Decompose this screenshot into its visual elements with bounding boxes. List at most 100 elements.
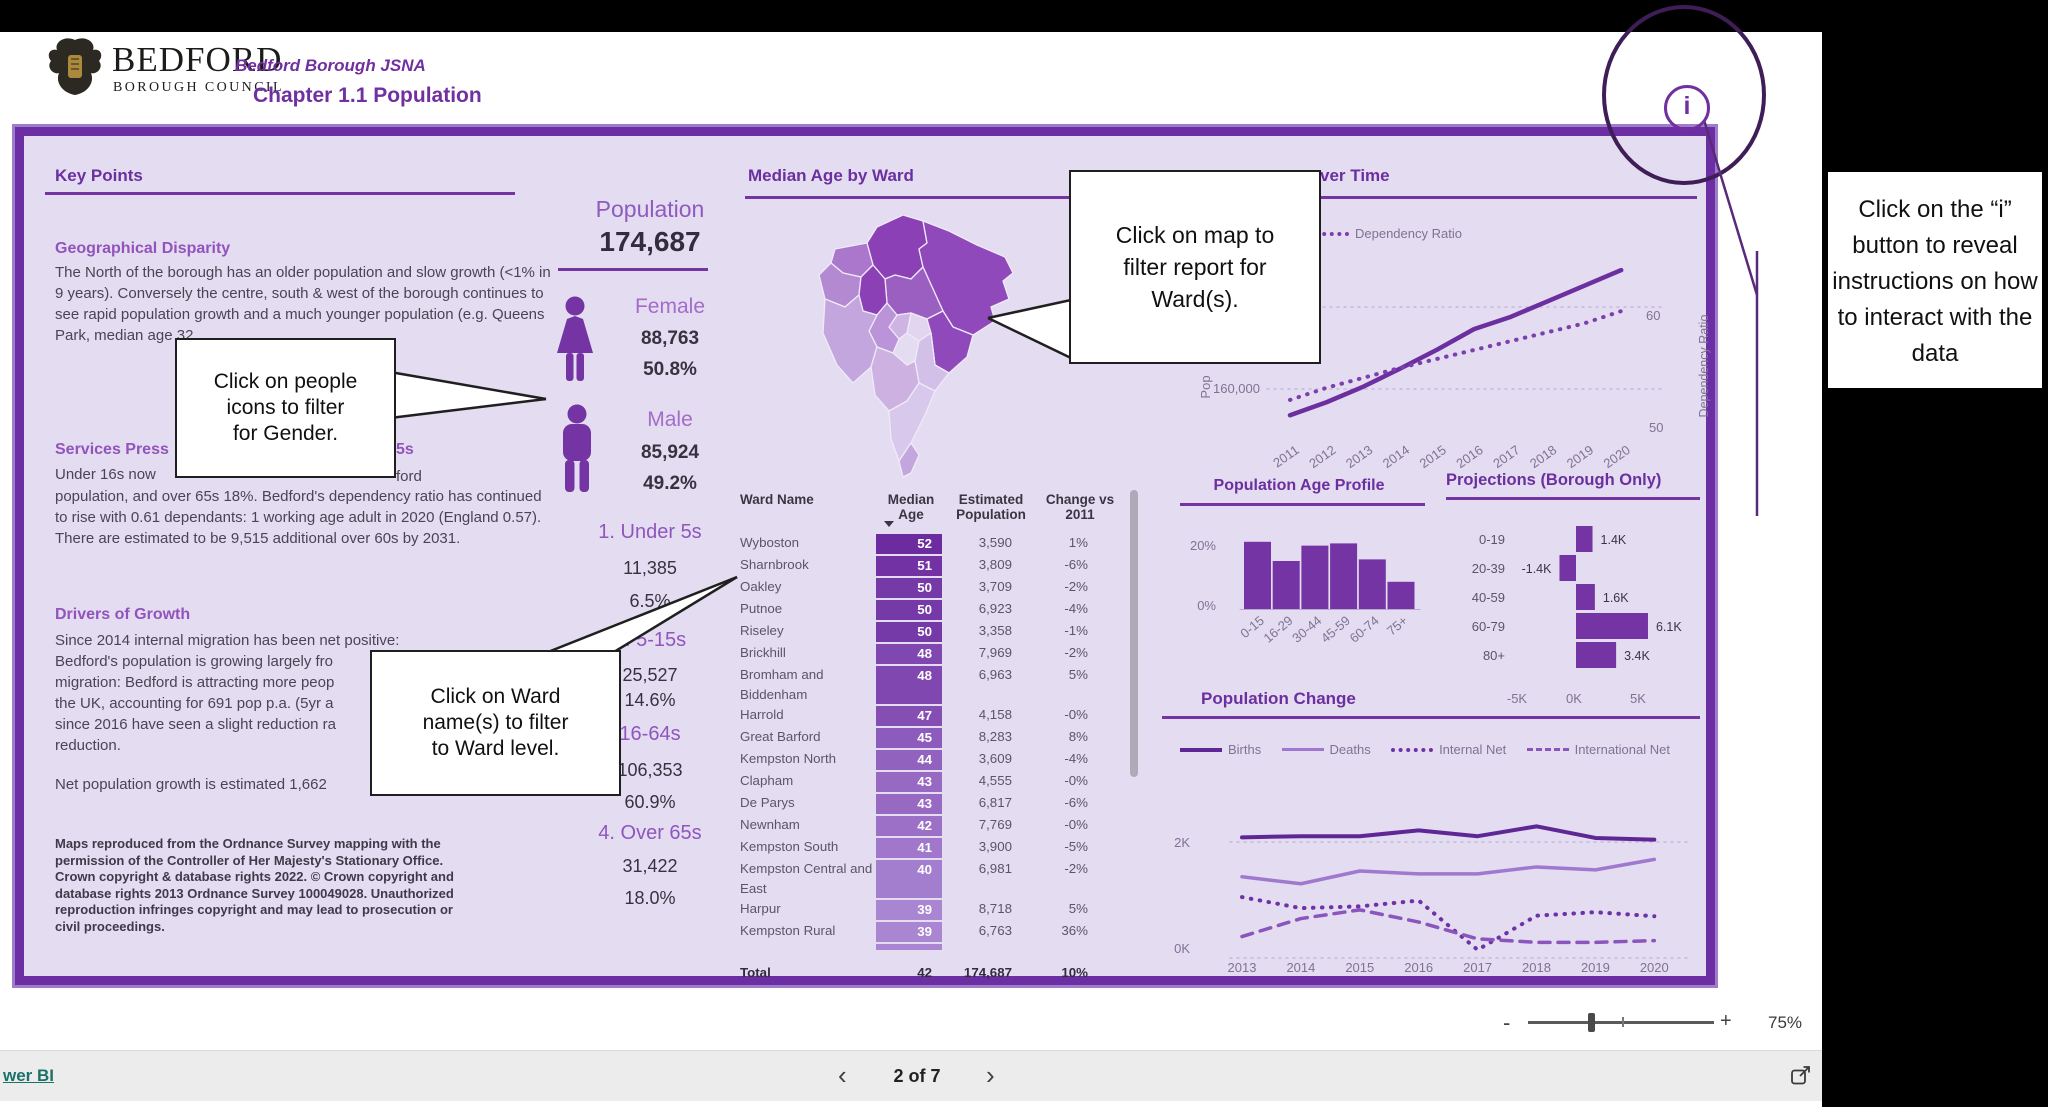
table-row-clipped [738,943,1110,963]
age-group-label[interactable]: 4. Over 65s [598,822,702,844]
deaths-legend[interactable]: Deaths [1281,742,1371,757]
table-row[interactable]: Newnham 42 7,769 -0% [738,815,1110,837]
logo-wordmark: BEDFORD [112,40,283,79]
zoom-in-button[interactable]: + [1720,1010,1732,1032]
copyright-note: Maps reproduced from the Ordnance Survey… [55,836,454,934]
population-cell: 4,555 [978,773,1012,788]
change-cell: 36% [1061,923,1088,938]
pop-change-title: Population Change [1201,689,1356,708]
ward-name-cell[interactable]: Sharnbrook [740,557,809,572]
info-button[interactable]: i [1664,85,1710,131]
table-row[interactable]: Riseley 50 3,358 -1% [738,621,1110,643]
drivers-line: migration: Bedford is attracting more pe… [55,674,335,691]
table-row[interactable]: Kempston Central and East 40 6,981 -2% [738,859,1110,899]
male-icon[interactable] [556,404,598,503]
table-row[interactable]: Wyboston 52 3,590 1% [738,533,1110,555]
table-row[interactable]: Kempston Rural 39 6,763 36% [738,921,1110,943]
age-group-pct: 18.0% [624,888,676,908]
ward-name-cell[interactable]: Brickhill [740,645,786,660]
internal-net-legend[interactable]: Internal Net [1391,742,1506,757]
age-group-label[interactable]: 2. 5-15s [613,629,687,651]
callout-line: name(s) to filter [422,711,569,734]
table-row[interactable]: Kempston North 44 3,609 -4% [738,749,1110,771]
ward-name-cell[interactable]: Riseley [740,623,784,638]
ward-name-cell[interactable]: Clapham [740,773,794,788]
pop-change-ytick-0k: 0K [1174,941,1190,956]
share-icon[interactable] [1788,1062,1814,1093]
ward-choropleth-map[interactable] [815,214,1015,485]
key-points-title: Key Points [55,166,143,185]
dependency-ratio-legend[interactable]: Dependency Ratio [1307,226,1462,241]
zoom-slider-handle[interactable] [1588,1013,1595,1032]
ward-name-cell[interactable]: Bromham and Biddenham [740,667,824,702]
table-scrollbar[interactable] [1130,490,1138,777]
change-cell: 5% [1068,901,1088,916]
median-age-cell: 51 [876,556,942,576]
legend-label: Deaths [1329,742,1371,757]
change-cell: -4% [1064,601,1088,616]
callout-line: Click on Ward [430,685,561,708]
ward-name-cell[interactable]: Kempston North [740,751,837,766]
age-group-label[interactable]: 16-64s [619,723,681,745]
drivers-line: since 2016 have seen a slight reduction … [55,716,337,733]
y-tick-160000: 160,000 [1213,381,1260,396]
change-cell: -4% [1064,751,1088,766]
table-row[interactable]: Putnoe 50 6,923 -4% [738,599,1110,621]
ward-name-cell[interactable]: Kempston Central and East [740,861,873,896]
table-row[interactable]: Harpur 39 8,718 5% [738,899,1110,921]
drivers-line: the UK, accounting for 691 pop p.a. (5yr… [55,695,334,712]
ward-name-cell[interactable]: Harrold [740,707,784,722]
col-header-change[interactable]: Change vs 2011 [1045,492,1115,522]
median-age-cell: 41 [876,838,942,858]
right-tick-50: 50 [1649,420,1664,435]
female-label: Female [634,295,706,318]
prev-page-button[interactable]: ‹ [838,1060,847,1090]
ward-name-cell[interactable]: Kempston Rural [740,923,836,938]
ward-name-cell[interactable]: Great Barford [740,729,821,744]
international-net-legend[interactable]: International Net [1526,742,1670,757]
table-row[interactable]: Bromham and Biddenham 48 6,963 5% [738,665,1110,705]
col-header-est-population[interactable]: Estimated Population [956,492,1026,522]
female-icon[interactable] [552,296,598,393]
services-heading: Services Press [55,441,169,458]
ward-name-cell[interactable]: Kempston South [740,839,839,854]
median-age-cell: 50 [876,600,942,620]
ward-name-cell[interactable]: Harpur [740,901,781,916]
median-age-cell: 42 [876,816,942,836]
legend-label: International Net [1574,742,1670,757]
change-cell: -6% [1064,557,1088,572]
table-row[interactable]: Kempston South 41 3,900 -5% [738,837,1110,859]
table-row[interactable]: Brickhill 48 7,969 -2% [738,643,1110,665]
ward-name-cell[interactable]: De Parys [740,795,795,810]
table-row[interactable]: Great Barford 45 8,283 8% [738,727,1110,749]
ward-name-cell[interactable]: Oakley [740,579,782,594]
zoom-slider-track[interactable] [1528,1021,1714,1024]
ward-name-cell[interactable]: Newnham [740,817,800,832]
next-page-button[interactable]: › [986,1060,995,1090]
table-row[interactable]: Clapham 43 4,555 -0% [738,771,1110,793]
change-cell: 5% [1068,667,1088,682]
change-cell: -1% [1064,623,1088,638]
ward-name-cell[interactable]: Putnoe [740,601,783,616]
table-row[interactable]: Sharnbrook 51 3,809 -6% [738,555,1110,577]
age-group-label[interactable]: 1. Under 5s [598,521,702,543]
ward-name-cell[interactable]: Wyboston [740,535,800,550]
table-row[interactable]: De Parys 43 6,817 -6% [738,793,1110,815]
age-profile-title: Population Age Profile [1213,477,1385,494]
change-cell: -2% [1064,579,1088,594]
population-cell: 6,923 [978,601,1012,616]
population-cell: 3,900 [978,839,1012,854]
page-indicator: 2 of 7 [893,1066,941,1086]
col-header-ward-name[interactable]: Ward Name [740,492,814,507]
callout-line: filter report for [1123,254,1267,280]
table-row[interactable]: Harrold 47 4,158 -0% [738,705,1110,727]
births-legend[interactable]: Births [1180,742,1261,757]
age-profile-rule [1180,503,1425,506]
power-bi-link[interactable]: wer BI [3,1066,55,1085]
page-nav-bar [0,1050,1822,1101]
table-row[interactable]: Oakley 50 3,709 -2% [738,577,1110,599]
pop-change-rule [1162,716,1700,719]
col-header-median-age[interactable]: Median Age [887,492,935,522]
zoom-out-button[interactable]: - [1503,1010,1511,1035]
sort-descending-icon[interactable] [884,521,894,527]
